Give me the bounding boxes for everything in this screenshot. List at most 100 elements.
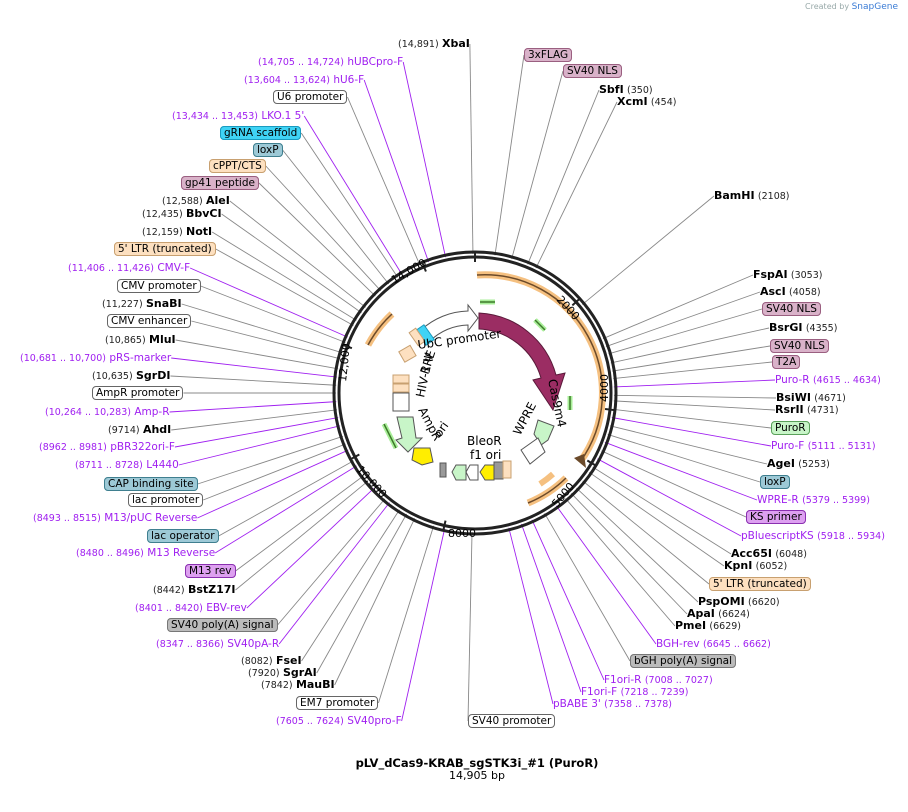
site-name[interactable]: MluI	[149, 333, 176, 346]
f1-ori-feature[interactable]	[479, 464, 495, 481]
site-name[interactable]: ApaI	[687, 607, 715, 620]
site-name[interactable]: Puro-R	[775, 374, 810, 386]
site-name[interactable]: SnaBI	[146, 297, 182, 310]
site-name[interactable]: F1ori-F	[581, 686, 618, 698]
ampr-feature[interactable]	[395, 416, 424, 453]
feature-label-sv40-promoter[interactable]: SV40 promoter	[468, 714, 556, 728]
primer-label-m13-reverse[interactable]: (8480 .. 8496) M13 Reverse	[76, 546, 215, 561]
feature-label-5-ltr-truncated-[interactable]: 5' LTR (truncated)	[709, 577, 811, 591]
enzyme-label-sgrdi[interactable]: (10,635) SgrDI	[92, 369, 170, 384]
primer-label-puro-f[interactable]: Puro-F (5111 .. 5131)	[771, 439, 876, 454]
site-name[interactable]: AhdI	[142, 423, 172, 436]
primer-label-pbluescriptks[interactable]: pBluescriptKS (5918 .. 5934)	[741, 529, 885, 544]
enzyme-label-agei[interactable]: AgeI (5253)	[767, 457, 830, 472]
feature-name[interactable]: lac promoter	[128, 493, 204, 507]
enzyme-label-acc65i[interactable]: Acc65I (6048)	[731, 547, 807, 562]
enzyme-label-asci[interactable]: AscI (4058)	[760, 285, 821, 300]
bleor-feature[interactable]	[451, 464, 467, 481]
feature-label-grna-scaffold[interactable]: gRNA scaffold	[220, 126, 302, 140]
cas9m4-feature[interactable]	[478, 312, 566, 412]
enzyme-label-alei[interactable]: (12,588) AleI	[162, 194, 230, 209]
feature-name[interactable]: CAP binding site	[104, 477, 198, 491]
feature-label-ampr-promoter[interactable]: AmpR promoter	[92, 386, 184, 400]
primer-label-puro-r[interactable]: Puro-R (4615 .. 4634)	[775, 373, 881, 388]
site-name[interactable]: pRS-marker	[109, 352, 172, 364]
site-name[interactable]: BGH-rev	[656, 638, 700, 650]
feature-label-bgh-poly-a-signal[interactable]: bGH poly(A) signal	[630, 654, 737, 668]
site-name[interactable]: SV40pA-R	[227, 638, 280, 650]
site-name[interactable]: pBR322ori-F	[110, 441, 175, 453]
feature-name[interactable]: AmpR promoter	[92, 386, 184, 400]
primer-label-pbabe-3-[interactable]: pBABE 3' (7358 .. 7378)	[553, 697, 672, 712]
orange-arc-left[interactable]	[364, 311, 395, 347]
site-name[interactable]: hU6-F	[333, 74, 365, 86]
primer-label-wpre-r[interactable]: WPRE-R (5379 .. 5399)	[757, 493, 870, 508]
site-name[interactable]: BsiWI	[776, 391, 811, 404]
site-name[interactable]: BsrGI	[769, 321, 803, 334]
site-name[interactable]: MauBI	[295, 678, 335, 691]
site-name[interactable]: CMV-F	[157, 262, 191, 274]
primer-label-amp-r[interactable]: (10,264 .. 10,283) Amp-R	[45, 405, 170, 420]
feature-name[interactable]: 5' LTR (truncated)	[114, 242, 216, 256]
ubc-promoter-feature[interactable]	[420, 303, 479, 342]
puror-feature[interactable]	[533, 419, 555, 446]
enzyme-label-kpni[interactable]: KpnI (6052)	[724, 559, 787, 574]
feature-label-lac-promoter[interactable]: lac promoter	[128, 493, 204, 507]
site-name[interactable]: hUBCpro-F	[347, 56, 404, 68]
site-name[interactable]: L4440	[146, 459, 179, 471]
ori-feature[interactable]	[411, 447, 434, 466]
site-name[interactable]: SbfI	[599, 83, 624, 96]
site-name[interactable]: SgrDI	[136, 369, 171, 382]
enzyme-label-fspai[interactable]: FspAI (3053)	[753, 268, 822, 283]
site-name[interactable]: NotI	[186, 225, 213, 238]
site-name[interactable]: Amp-R	[134, 406, 170, 418]
feature-name[interactable]: bGH poly(A) signal	[630, 654, 737, 668]
site-name[interactable]: Puro-F	[771, 440, 805, 452]
site-name[interactable]: FseI	[275, 654, 302, 667]
feature-label-t2a[interactable]: T2A	[772, 355, 801, 369]
primer-label-hubcpro-f[interactable]: (14,705 .. 14,724) hUBCpro-F	[258, 55, 403, 70]
primer-label-cmv-f[interactable]: (11,406 .. 11,426) CMV-F	[68, 261, 190, 276]
primer-label-sv40pa-r[interactable]: (8347 .. 8366) SV40pA-R	[156, 637, 279, 652]
site-name[interactable]: WPRE-R	[757, 494, 799, 506]
enzyme-label-mlui[interactable]: (10,865) MluI	[105, 333, 176, 348]
ltr-block-2[interactable]	[392, 383, 410, 393]
enzyme-label-apai[interactable]: ApaI (6624)	[687, 607, 750, 622]
enzyme-label-sgrai[interactable]: (7920) SgrAI	[248, 666, 317, 681]
enzyme-label-fsei[interactable]: (8082) FseI	[241, 654, 302, 669]
primer-label-m13-puc-reverse[interactable]: (8493 .. 8515) M13/pUC Reverse	[33, 511, 197, 526]
primer-label-bgh-rev[interactable]: BGH-rev (6645 .. 6662)	[656, 637, 771, 652]
feature-label-sv40-nls[interactable]: SV40 NLS	[770, 339, 829, 353]
enzyme-label-snabi[interactable]: (11,227) SnaBI	[102, 297, 182, 312]
site-name[interactable]: PspOMI	[698, 595, 745, 608]
feature-name[interactable]: loxP	[760, 475, 790, 489]
primer-label-prs-marker[interactable]: (10,681 .. 10,700) pRS-marker	[20, 351, 171, 366]
rre-block[interactable]	[398, 344, 417, 363]
feature-label-sv40-poly-a-signal[interactable]: SV40 poly(A) signal	[167, 618, 278, 632]
primer-label-sv40pro-f[interactable]: (7605 .. 7624) SV40pro-F	[276, 714, 402, 729]
primer-label-ebv-rev[interactable]: (8401 .. 8420) EBV-rev	[135, 601, 247, 616]
site-name[interactable]: KpnI	[724, 559, 753, 572]
feature-name[interactable]: loxP	[253, 143, 283, 157]
enzyme-label-rsrii[interactable]: RsrII (4731)	[775, 403, 839, 418]
primer-label-lko-1-5-[interactable]: (13,434 .. 13,453) LKO.1 5'	[172, 109, 304, 124]
enzyme-label-bsrgi[interactable]: BsrGI (4355)	[769, 321, 837, 336]
site-name[interactable]: F1ori-R	[604, 674, 642, 686]
site-name[interactable]: SV40pro-F	[347, 715, 402, 727]
site-name[interactable]: pBluescriptKS	[741, 530, 814, 542]
site-name[interactable]: AleI	[206, 194, 230, 207]
site-name[interactable]: XbaI	[442, 37, 470, 50]
sv40pa-block[interactable]	[439, 462, 447, 478]
site-name[interactable]: BstZ17I	[187, 583, 236, 596]
feature-name[interactable]: gp41 peptide	[181, 176, 259, 190]
primer-label-hu6-f[interactable]: (13,604 .. 13,624) hU6-F	[244, 73, 364, 88]
site-name[interactable]: RsrII	[775, 403, 804, 416]
enzyme-label-pspomi[interactable]: PspOMI (6620)	[698, 595, 780, 610]
ltr-block-3[interactable]	[502, 460, 512, 479]
feature-name[interactable]: SV40 poly(A) signal	[167, 618, 278, 632]
feature-name[interactable]: cPPT/CTS	[209, 159, 266, 173]
enzyme-label-pmei[interactable]: PmeI (6629)	[675, 619, 741, 634]
feature-name[interactable]: 3xFLAG	[524, 48, 573, 62]
feature-label-cmv-promoter[interactable]: CMV promoter	[117, 279, 201, 293]
site-name[interactable]: AscI	[760, 285, 786, 298]
